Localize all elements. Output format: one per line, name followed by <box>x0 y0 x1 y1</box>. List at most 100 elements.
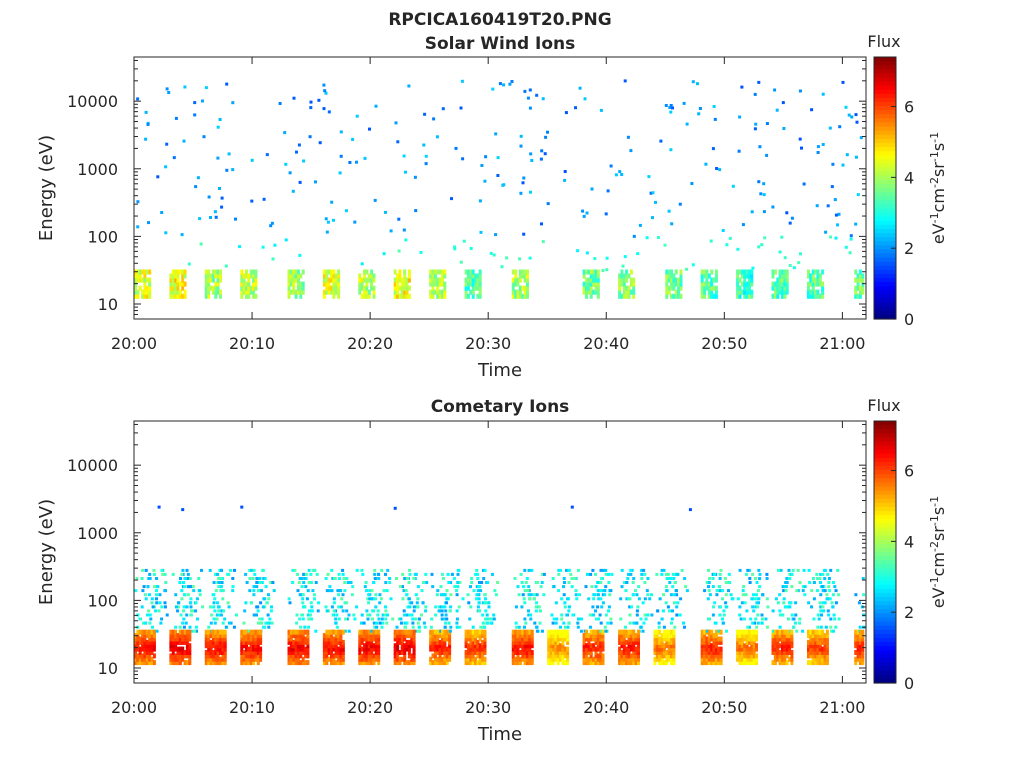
heatmap-cell <box>145 646 149 652</box>
heatmap-cell <box>176 646 180 652</box>
heatmap-cell <box>821 589 825 593</box>
heatmap-cell <box>618 646 622 652</box>
heatmap-cell <box>298 253 302 257</box>
heatmap-cell <box>738 639 742 645</box>
heatmap-cell <box>511 646 515 652</box>
heatmap-cell <box>819 593 823 597</box>
heatmap-cell <box>292 289 296 295</box>
heatmap-cell <box>148 656 152 662</box>
heatmap-cell <box>712 660 716 666</box>
heatmap-cell <box>217 609 221 613</box>
heatmap-cell <box>714 643 718 649</box>
heatmap-cell <box>483 633 487 639</box>
heatmap-cell <box>370 273 374 279</box>
heatmap-cell <box>448 609 452 613</box>
heatmap-cell <box>441 650 444 655</box>
heatmap-cell <box>344 617 348 621</box>
heatmap-cell <box>464 660 468 666</box>
heatmap-cell <box>809 289 813 295</box>
heatmap-cell <box>188 650 192 655</box>
heatmap-cell <box>308 135 312 139</box>
heatmap-cell <box>249 289 253 295</box>
heatmap-cell <box>782 589 786 593</box>
heatmap-cell <box>134 646 137 652</box>
heatmap-cell <box>289 633 293 639</box>
heatmap-cell <box>554 639 558 645</box>
colorbar-tick-label: 6 <box>904 462 914 481</box>
heatmap-cell <box>404 238 408 242</box>
heatmap-cell <box>254 636 258 642</box>
heatmap-cell <box>481 601 485 605</box>
heatmap-cell <box>372 646 376 652</box>
heatmap-cell <box>778 656 782 662</box>
heatmap-cell <box>217 605 221 609</box>
heatmap-cell <box>773 660 777 666</box>
heatmap-cell <box>441 269 444 275</box>
heatmap-cell <box>754 577 757 580</box>
heatmap-cell <box>861 656 865 662</box>
colorbar-segment <box>874 171 896 177</box>
heatmap-cell <box>400 633 404 639</box>
colorbar-segment <box>874 650 896 655</box>
heatmap-cell <box>212 617 216 621</box>
heatmap-cell <box>471 633 475 639</box>
heatmap-cell <box>712 643 716 649</box>
heatmap-cell <box>529 190 532 194</box>
heatmap-cell <box>516 629 520 635</box>
heatmap-cell <box>214 650 218 655</box>
heatmap-cell <box>221 653 225 659</box>
heatmap-cell <box>211 656 215 662</box>
heatmap-cell <box>407 273 411 279</box>
heatmap-cell <box>515 625 519 629</box>
heatmap-cell <box>292 660 296 666</box>
heatmap-cell <box>620 585 624 589</box>
heatmap-cell <box>141 633 145 639</box>
heatmap-cell <box>809 643 813 649</box>
heatmap-cell <box>819 572 823 576</box>
heatmap-cell <box>610 572 614 576</box>
heatmap-cell <box>589 625 592 629</box>
heatmap-cell <box>374 633 378 639</box>
heatmap-cell <box>501 183 505 187</box>
heatmap-cell <box>585 277 588 283</box>
heatmap-cell <box>385 621 389 625</box>
heatmap-cell <box>148 629 152 635</box>
heatmap-cell <box>552 617 556 621</box>
heatmap-cell <box>412 650 416 655</box>
heatmap-cell <box>563 633 567 639</box>
heatmap-cell <box>252 636 256 642</box>
heatmap-cell <box>204 273 208 279</box>
heatmap-cell <box>207 293 211 299</box>
colorbar-segment <box>874 93 896 99</box>
heatmap-cell <box>345 601 349 605</box>
heatmap-cell <box>433 269 437 275</box>
heatmap-cell <box>674 293 678 299</box>
heatmap-cell <box>422 581 425 584</box>
heatmap-cell <box>828 589 832 593</box>
heatmap-cell <box>145 269 149 275</box>
heatmap-cell <box>544 135 548 139</box>
heatmap-cell <box>169 643 173 649</box>
heatmap-cell <box>185 653 189 659</box>
heatmap-cell <box>464 277 468 283</box>
heatmap-cell <box>302 159 306 163</box>
heatmap-cell <box>736 289 740 295</box>
heatmap-cell <box>747 273 751 279</box>
heatmap-cell <box>405 285 409 291</box>
heatmap-cell <box>267 625 271 629</box>
heatmap-cell <box>330 200 334 204</box>
heatmap-cell <box>287 281 291 287</box>
heatmap-cell <box>854 643 858 649</box>
heatmap-cell <box>466 273 470 279</box>
heatmap-cell <box>150 650 154 655</box>
heatmap-cell <box>363 285 366 291</box>
heatmap-cell <box>785 281 789 287</box>
heatmap-cell <box>585 289 588 295</box>
heatmap-cell <box>176 609 179 613</box>
heatmap-cell <box>223 653 227 659</box>
heatmap-cell <box>740 636 744 642</box>
heatmap-cell <box>563 660 567 666</box>
heatmap-cell <box>144 110 148 114</box>
heatmap-cell <box>821 636 825 642</box>
